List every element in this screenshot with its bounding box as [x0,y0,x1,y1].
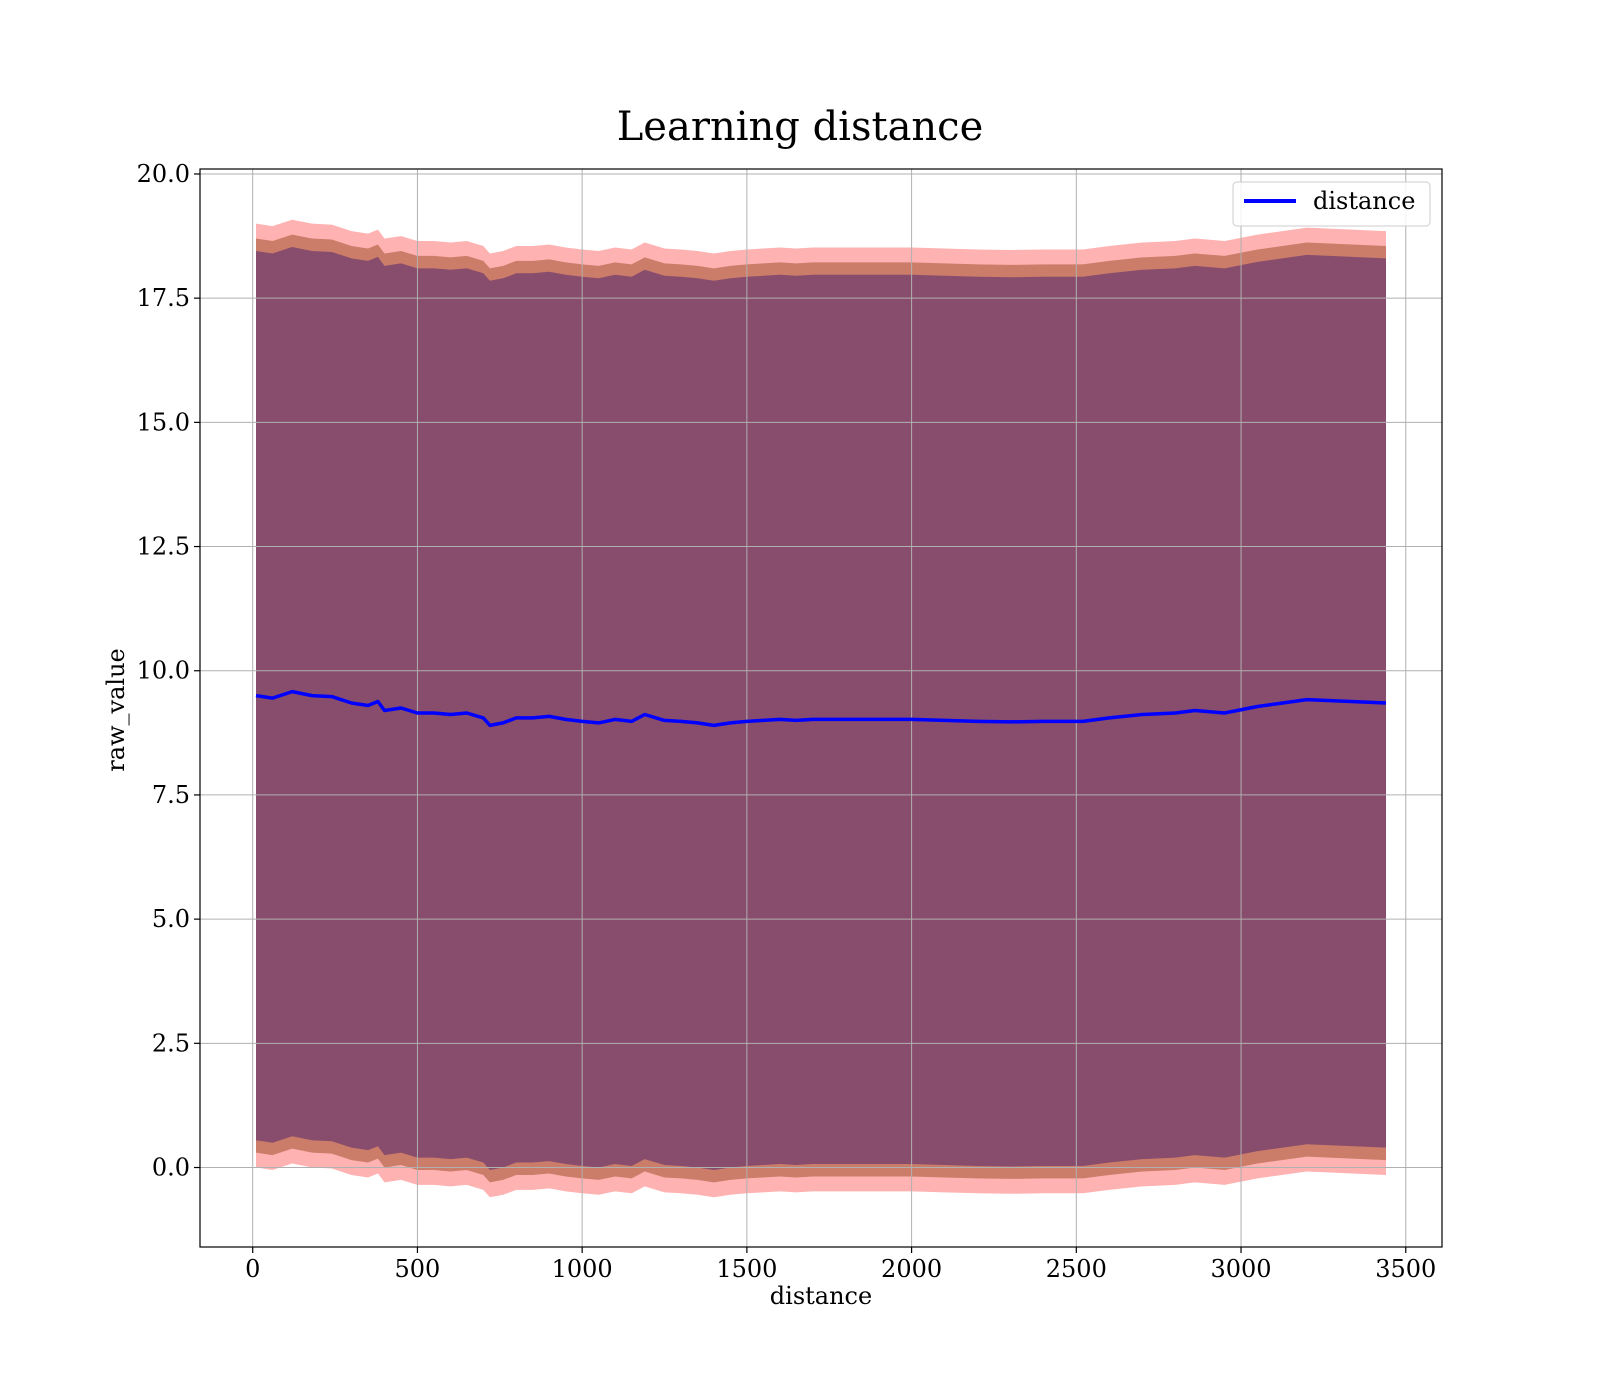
x-tick-label: 1000 [552,1255,613,1283]
x-tick-label: 3000 [1211,1255,1272,1283]
confidence-bands [256,219,1386,1198]
band-inner [256,247,1386,1170]
axis-ticks: 0 500 1000 1500 2000 2500 3000 3500 0.0 2.5 5.0 7.5… [137,160,1437,1283]
x-tick-label: 1500 [716,1255,777,1283]
legend-label-distance: distance [1313,187,1415,215]
chart-title: Learning distance [617,104,984,150]
y-tick-label: 7.5 [152,781,190,809]
plot-frame [199,168,1443,1248]
y-tick-label: 10.0 [137,657,190,685]
x-tick-label: 2500 [1046,1255,1107,1283]
x-tick-label: 3500 [1375,1255,1436,1283]
x-tick-label: 0 [245,1255,260,1283]
x-tick-label: 2000 [881,1255,942,1283]
grid [200,169,1442,1247]
y-tick-label: 2.5 [152,1029,190,1057]
legend-box [1232,181,1431,227]
y-tick-label: 20.0 [137,160,190,188]
x-tick-label: 500 [395,1255,441,1283]
y-tick-label: 15.0 [137,408,190,436]
y-tick-label: 12.5 [137,533,190,561]
x-axis-label: distance [770,1282,872,1310]
series-lines [255,689,1387,728]
legend: distance [1232,181,1431,227]
series-line-distance [255,689,1387,728]
y-tick-label: 5.0 [152,905,190,933]
y-tick-label: 0.0 [152,1154,190,1182]
y-tick-label: 17.5 [137,284,190,312]
y-axis-label: raw_value [102,648,130,772]
